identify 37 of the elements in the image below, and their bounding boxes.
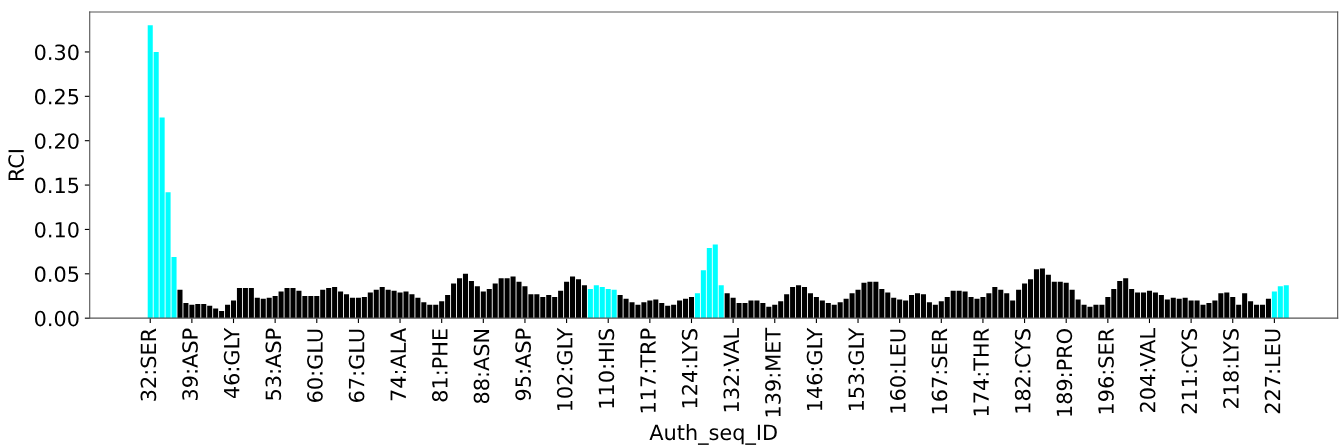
x-tick-label: 139:MET (765, 327, 781, 417)
y-axis-title: RCI (8, 150, 25, 181)
x-tick-label: 67:GLU (348, 329, 365, 402)
y-tick-label: 0.05 (34, 266, 79, 283)
x-tick-label: 53:ASP (265, 328, 282, 400)
x-tick-label: 110:HIS (598, 329, 615, 408)
x-tick-label: 60:GLU (307, 329, 323, 402)
x-tick-label: 117:TRP (640, 328, 656, 413)
x-tick-label: 102:GLY (556, 327, 573, 411)
y-tick-label: 0.30 (34, 44, 79, 61)
x-tick-label: 227:LEU (1264, 329, 1281, 414)
x-tick-label: 74:ALA (390, 328, 406, 401)
x-tick-label: 88:ASN (473, 329, 490, 404)
x-tick-label: 196:SER (1098, 328, 1114, 414)
x-tick-label: 153:GLY (848, 327, 865, 411)
x-tick-label: 167:SER (931, 328, 948, 414)
x-tick-label: 39:ASP (182, 328, 198, 400)
x-tick-label: 81:PHE (431, 329, 448, 402)
x-tick-label: 95:ASP (515, 328, 531, 401)
x-tick-label: 189:PRO (1056, 329, 1073, 416)
x-tick-label: 160:LEU (889, 329, 906, 413)
y-tick-label: 0.00 (34, 310, 79, 327)
x-tick-label: 218:LYS (1223, 329, 1239, 408)
x-tick-label: 182:CYS (1014, 329, 1031, 413)
x-tick-label: 204:VAL (1139, 328, 1156, 412)
y-tick-label: 0.25 (34, 88, 79, 105)
x-tick-label: 132:VAL (723, 328, 740, 412)
x-tick-label: 124:LYS (681, 329, 698, 408)
x-tick-label: 174:THR (973, 328, 989, 416)
x-tick-label: 46:GLY (223, 327, 240, 399)
x-axis-title: Auth_seq_ID (649, 424, 777, 445)
y-tick-label: 0.10 (34, 221, 79, 238)
x-tick-label: 211:CYS (1181, 329, 1198, 414)
y-tick-label: 0.20 (34, 133, 79, 149)
x-tick-label: 32:SER (140, 328, 157, 401)
y-tick-label: 0.15 (34, 177, 79, 194)
x-tick-label: 146:GLY (806, 327, 823, 411)
